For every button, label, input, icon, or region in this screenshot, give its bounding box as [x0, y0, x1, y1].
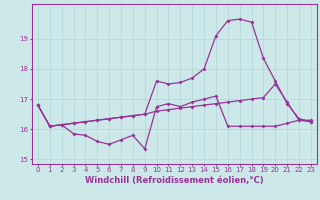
X-axis label: Windchill (Refroidissement éolien,°C): Windchill (Refroidissement éolien,°C)	[85, 176, 264, 185]
